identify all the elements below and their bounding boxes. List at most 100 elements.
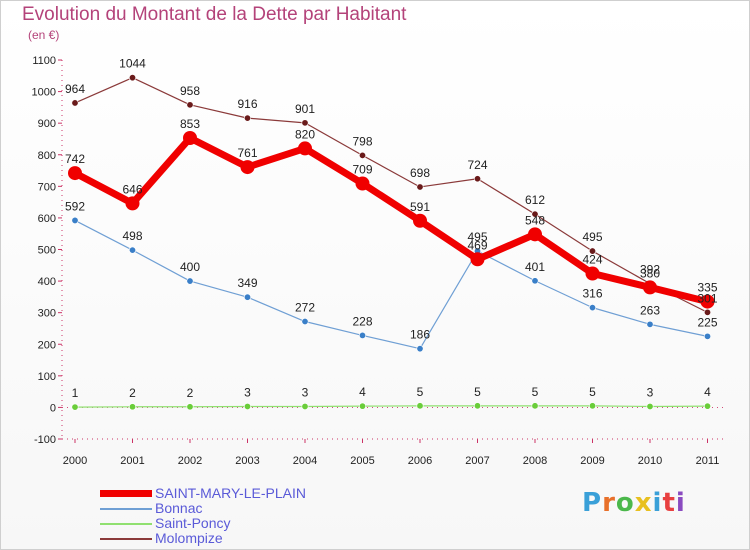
x-tick-label: 2010 <box>638 455 662 467</box>
data-label: 742 <box>65 152 85 166</box>
data-point <box>531 277 539 285</box>
x-tick-label: 2007 <box>465 455 489 467</box>
x-tick-label: 2004 <box>293 455 317 467</box>
data-label: 901 <box>295 102 315 116</box>
data-label: 3 <box>647 385 654 399</box>
data-label: 400 <box>180 260 200 274</box>
chart-subtitle: (en €) <box>28 28 60 42</box>
data-label: 316 <box>582 287 602 301</box>
data-label: 225 <box>697 315 717 329</box>
x-tick-label: 2005 <box>350 455 374 467</box>
logo-letter: x <box>634 488 653 518</box>
data-point <box>588 402 596 410</box>
data-label: 798 <box>352 134 372 148</box>
data-point <box>186 277 194 285</box>
data-label: 392 <box>640 263 660 277</box>
y-tick-label: 700 <box>38 181 56 193</box>
legend-label: Bonnac <box>155 500 203 516</box>
y-tick-label: 100 <box>38 371 56 383</box>
y-tick-label: 1100 <box>32 55 56 67</box>
data-label: 5 <box>417 385 424 399</box>
y-tick-label: 900 <box>38 118 56 130</box>
series-line-2 <box>74 405 709 408</box>
data-point <box>129 403 137 411</box>
y-tick-label: 800 <box>38 150 56 162</box>
data-label: 698 <box>410 166 430 180</box>
logo-letter: o <box>615 488 635 518</box>
data-point <box>416 345 424 353</box>
y-tick-label: 300 <box>38 308 56 320</box>
data-label: 4 <box>704 385 711 399</box>
data-label: 335 <box>697 281 717 295</box>
data-point <box>358 402 366 410</box>
y-tick-label: 600 <box>38 213 56 225</box>
data-point <box>473 175 481 183</box>
x-tick-label: 2008 <box>523 455 547 467</box>
data-point <box>244 402 252 410</box>
data-label: 646 <box>122 182 142 196</box>
data-label: 5 <box>474 385 481 399</box>
data-point <box>71 403 79 411</box>
legend-swatch <box>100 523 152 525</box>
data-label: 761 <box>237 146 257 160</box>
legend-swatch <box>100 508 152 510</box>
logo-letter: i <box>652 488 663 518</box>
data-point <box>416 402 424 410</box>
data-label: 228 <box>352 314 372 328</box>
data-point <box>240 160 255 175</box>
data-point <box>68 166 82 181</box>
data-point <box>301 318 309 326</box>
data-point <box>71 99 79 107</box>
data-point <box>703 308 711 316</box>
data-point <box>244 114 252 122</box>
x-tick-label: 2000 <box>63 455 87 467</box>
data-point <box>183 131 197 146</box>
data-label: 612 <box>525 193 545 207</box>
logo-letter: i <box>675 488 686 518</box>
data-point <box>703 332 711 340</box>
data-label: 4 <box>359 385 366 399</box>
data-point <box>588 247 596 255</box>
data-label: 964 <box>65 82 85 96</box>
data-point <box>244 293 252 301</box>
data-label: 548 <box>525 213 545 227</box>
y-tick-label: -100 <box>34 434 56 446</box>
x-tick-label: 2009 <box>580 455 604 467</box>
data-point <box>186 403 194 411</box>
data-point <box>125 196 140 211</box>
data-point <box>301 402 309 410</box>
data-label: 853 <box>180 117 200 131</box>
data-label: 401 <box>525 260 545 274</box>
series-line-3 <box>74 77 709 313</box>
y-tick-label: 500 <box>38 245 56 257</box>
logo-letter: r <box>602 488 616 518</box>
data-point <box>703 402 711 410</box>
data-label: 469 <box>467 238 487 252</box>
data-label: 380 <box>640 266 660 280</box>
data-point <box>413 213 427 228</box>
logo-letter: P <box>582 488 603 518</box>
x-tick-label: 2006 <box>408 455 432 467</box>
data-label: 5 <box>589 385 596 399</box>
data-label: 495 <box>467 230 487 244</box>
data-label: 3 <box>244 385 251 399</box>
data-label: 272 <box>295 301 315 315</box>
series-line-1 <box>74 219 709 350</box>
legend-label: Saint-Poncy <box>155 515 231 531</box>
data-point <box>646 402 654 410</box>
data-label: 495 <box>582 230 602 244</box>
data-label: 1 <box>72 386 79 400</box>
data-label: 709 <box>352 162 372 176</box>
legend-label: Molompize <box>155 530 223 546</box>
x-tick-label: 2011 <box>696 455 720 467</box>
data-label: 301 <box>697 291 717 305</box>
data-label: 1044 <box>119 57 146 71</box>
data-label: 592 <box>65 199 85 213</box>
x-tick-label: 2002 <box>178 455 202 467</box>
data-point <box>358 151 366 159</box>
data-point <box>531 210 539 218</box>
chart-title: Evolution du Montant de la Dette par Hab… <box>22 4 407 25</box>
y-tick-label: 200 <box>38 339 56 351</box>
data-label: 424 <box>582 253 602 267</box>
